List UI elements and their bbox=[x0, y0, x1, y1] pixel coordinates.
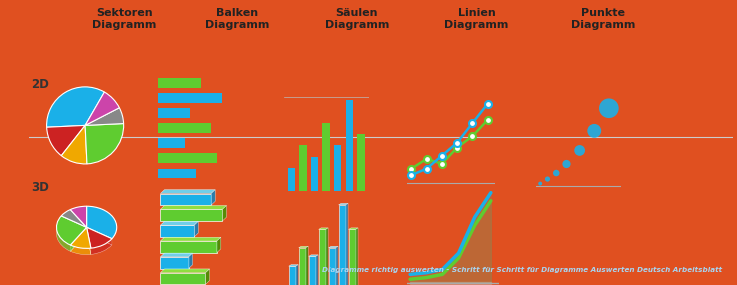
Bar bbox=[322, 123, 330, 191]
Polygon shape bbox=[326, 228, 328, 285]
Polygon shape bbox=[315, 255, 318, 285]
Wedge shape bbox=[70, 212, 86, 233]
Polygon shape bbox=[349, 228, 358, 229]
Polygon shape bbox=[70, 209, 86, 233]
Point bbox=[573, 148, 585, 153]
Wedge shape bbox=[57, 216, 86, 245]
Text: 2D: 2D bbox=[31, 78, 49, 91]
Polygon shape bbox=[306, 246, 308, 285]
FancyBboxPatch shape bbox=[161, 194, 211, 205]
Polygon shape bbox=[298, 246, 308, 248]
Polygon shape bbox=[289, 266, 296, 285]
Polygon shape bbox=[189, 253, 192, 268]
Polygon shape bbox=[61, 216, 86, 233]
Wedge shape bbox=[85, 108, 124, 125]
Text: Sektoren
Diagramm: Sektoren Diagramm bbox=[92, 8, 157, 30]
Wedge shape bbox=[46, 125, 85, 156]
Wedge shape bbox=[61, 209, 86, 227]
Polygon shape bbox=[355, 228, 358, 285]
Bar bbox=[158, 93, 222, 103]
Wedge shape bbox=[46, 87, 105, 127]
Wedge shape bbox=[70, 233, 91, 255]
Text: Diagramme richtig auswerten - Schritt für Schritt für Diagramme Auswerten Deutsc: Diagramme richtig auswerten - Schritt fü… bbox=[322, 267, 722, 273]
Polygon shape bbox=[61, 216, 86, 233]
Polygon shape bbox=[211, 190, 215, 205]
Polygon shape bbox=[338, 205, 346, 285]
Wedge shape bbox=[85, 92, 119, 125]
Polygon shape bbox=[298, 248, 306, 285]
Polygon shape bbox=[70, 209, 86, 233]
Polygon shape bbox=[349, 229, 355, 285]
Wedge shape bbox=[57, 222, 86, 251]
Polygon shape bbox=[70, 227, 86, 251]
Bar bbox=[311, 157, 318, 191]
Polygon shape bbox=[329, 248, 335, 285]
Bar bbox=[158, 139, 185, 148]
Bar bbox=[158, 168, 195, 178]
Polygon shape bbox=[86, 227, 91, 255]
Polygon shape bbox=[289, 265, 298, 266]
Polygon shape bbox=[161, 269, 209, 273]
Polygon shape bbox=[195, 221, 198, 237]
Bar bbox=[158, 154, 217, 163]
Bar bbox=[158, 78, 200, 88]
Wedge shape bbox=[86, 233, 112, 255]
Polygon shape bbox=[335, 246, 338, 285]
Polygon shape bbox=[161, 253, 192, 257]
Polygon shape bbox=[223, 205, 226, 221]
Polygon shape bbox=[161, 221, 198, 225]
Polygon shape bbox=[318, 229, 326, 285]
Point bbox=[534, 181, 546, 186]
Point bbox=[542, 177, 553, 181]
Wedge shape bbox=[86, 227, 112, 248]
FancyBboxPatch shape bbox=[161, 257, 189, 268]
Polygon shape bbox=[161, 237, 221, 241]
Wedge shape bbox=[85, 124, 124, 164]
Bar bbox=[158, 123, 212, 133]
Polygon shape bbox=[318, 228, 328, 229]
Point bbox=[603, 106, 615, 111]
Polygon shape bbox=[161, 190, 215, 194]
Point bbox=[551, 171, 562, 175]
Bar bbox=[334, 145, 341, 191]
Polygon shape bbox=[329, 246, 338, 248]
Polygon shape bbox=[217, 237, 221, 253]
Polygon shape bbox=[86, 227, 112, 245]
FancyBboxPatch shape bbox=[161, 225, 195, 237]
Polygon shape bbox=[296, 265, 298, 285]
Text: Linien
Diagramm: Linien Diagramm bbox=[444, 8, 509, 30]
Polygon shape bbox=[309, 255, 318, 256]
Wedge shape bbox=[61, 216, 86, 233]
Polygon shape bbox=[161, 205, 226, 209]
Text: Punkte
Diagramm: Punkte Diagramm bbox=[571, 8, 635, 30]
Bar bbox=[287, 168, 295, 191]
Point bbox=[588, 129, 600, 133]
Polygon shape bbox=[346, 203, 348, 285]
Polygon shape bbox=[70, 227, 86, 251]
Text: 3D: 3D bbox=[31, 182, 49, 194]
Polygon shape bbox=[309, 256, 315, 285]
Text: Säulen
Diagramm: Säulen Diagramm bbox=[324, 8, 389, 30]
Bar bbox=[299, 145, 307, 191]
Polygon shape bbox=[338, 203, 348, 205]
Bar bbox=[357, 134, 365, 191]
Text: Balken
Diagramm: Balken Diagramm bbox=[205, 8, 269, 30]
Wedge shape bbox=[61, 125, 87, 164]
Point bbox=[561, 162, 573, 166]
Wedge shape bbox=[86, 206, 116, 239]
FancyBboxPatch shape bbox=[161, 273, 206, 284]
Wedge shape bbox=[70, 227, 91, 249]
FancyBboxPatch shape bbox=[161, 241, 217, 253]
Polygon shape bbox=[86, 227, 91, 255]
FancyBboxPatch shape bbox=[161, 209, 223, 221]
Bar bbox=[346, 100, 353, 191]
Bar bbox=[158, 108, 190, 118]
Polygon shape bbox=[206, 269, 209, 284]
Wedge shape bbox=[70, 206, 86, 227]
